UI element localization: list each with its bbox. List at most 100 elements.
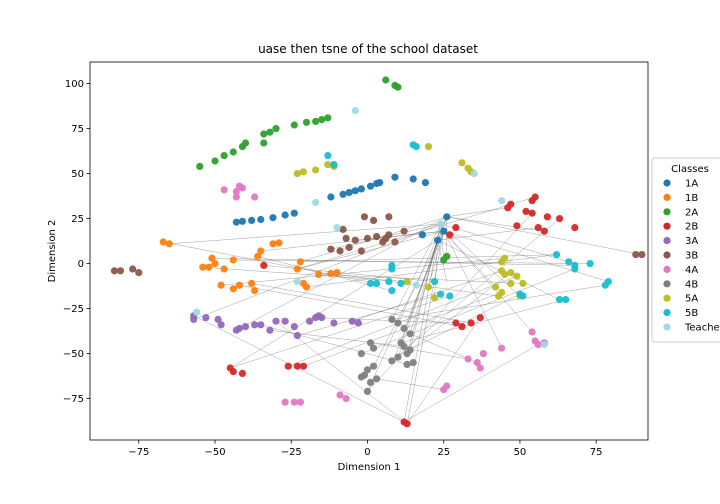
point-5a [299, 168, 308, 176]
point-4a [220, 186, 228, 194]
point-3b [135, 269, 143, 277]
point-2a [266, 128, 274, 136]
point-2b [531, 193, 539, 201]
point-5a [513, 272, 521, 280]
edge-line [315, 317, 456, 324]
edge-line [391, 284, 606, 320]
point-4a [342, 395, 350, 403]
edge-line [361, 268, 575, 354]
edge-line [406, 317, 481, 424]
y-axis: −75 −50 −25 0 25 50 75 100 [63, 79, 90, 405]
point-1b [208, 254, 216, 262]
edge-line [446, 216, 545, 232]
legend-marker-3a [663, 237, 671, 245]
point-4b [388, 315, 396, 323]
edge-line [169, 223, 441, 245]
point-2a [260, 130, 268, 138]
point-2b [513, 222, 521, 230]
point-2b [299, 362, 308, 370]
edge-line [446, 216, 642, 255]
point-3b [385, 231, 393, 239]
point-1b [251, 287, 259, 295]
point-4b [369, 344, 378, 352]
legend-title: Classes [671, 164, 709, 175]
x-tick-label: 75 [590, 447, 603, 458]
edge-line [297, 293, 441, 336]
point-1b [220, 265, 228, 273]
point-1a [339, 190, 347, 198]
point-2a [324, 114, 332, 122]
point-teacher [470, 170, 478, 178]
point-5b [373, 279, 381, 287]
edge-line [297, 230, 444, 270]
point-4b [369, 362, 378, 370]
point-3a [257, 321, 265, 329]
point-3b [110, 267, 118, 275]
edge-line [260, 324, 408, 365]
point-2b [229, 368, 237, 376]
point-2b [458, 323, 466, 331]
legend-label-4a: 4A [685, 265, 698, 276]
point-1a [351, 187, 359, 195]
plot-area [89, 61, 649, 441]
point-3a [251, 321, 259, 329]
edge-line [376, 378, 444, 390]
point-5a [424, 143, 433, 151]
legend-marker-4b [663, 280, 671, 288]
point-3a [272, 317, 280, 325]
point-2b [507, 200, 515, 208]
point-4a [479, 350, 487, 358]
point-teacher [412, 281, 420, 289]
y-tick-label: 100 [65, 79, 84, 90]
point-4a [238, 184, 247, 192]
edge-line [391, 223, 441, 320]
legend-label-1b: 1B [685, 193, 698, 204]
point-5b [601, 281, 609, 289]
point-3a [330, 319, 338, 327]
point-2a [382, 76, 390, 84]
legend-label-3b: 3B [685, 251, 698, 262]
point-1b [229, 285, 237, 293]
point-1a [327, 193, 335, 201]
point-2b [555, 215, 564, 223]
point-5a [403, 278, 411, 286]
edge-line [443, 231, 533, 333]
point-5a [507, 279, 515, 287]
point-5b [330, 161, 338, 169]
y-tick-label: −75 [63, 394, 84, 405]
point-1b [257, 247, 265, 255]
x-tick-label: 50 [514, 447, 527, 458]
point-5a [293, 170, 301, 178]
point-4b [394, 319, 402, 327]
point-5a [424, 283, 433, 291]
point-3b [638, 251, 646, 259]
point-1a [345, 188, 353, 197]
point-5b [430, 278, 439, 286]
point-5a [519, 279, 527, 287]
point-1a [421, 179, 430, 187]
legend-marker-2b [663, 222, 671, 230]
point-2b [446, 231, 454, 239]
point-1b [159, 238, 167, 246]
point-2b [476, 314, 484, 322]
y-tick-label: 25 [71, 214, 84, 225]
legend-marker-3b [663, 251, 671, 259]
edge-line [391, 218, 560, 361]
point-1a [232, 218, 240, 226]
edge-line [400, 299, 566, 344]
point-5a [501, 254, 509, 262]
point-2a [260, 139, 268, 147]
point-2a [312, 117, 320, 125]
point-5b [586, 260, 594, 268]
legend-marker-4a [663, 265, 671, 273]
point-5a [458, 159, 466, 167]
points-layer [110, 76, 646, 428]
point-4a [464, 355, 472, 363]
edge-line [440, 223, 521, 297]
edge-line [163, 241, 377, 284]
point-5b [366, 279, 375, 287]
legend-label-teacher: Teacher [684, 323, 720, 334]
point-1b [248, 279, 256, 287]
x-tick-label: 0 [364, 447, 370, 458]
